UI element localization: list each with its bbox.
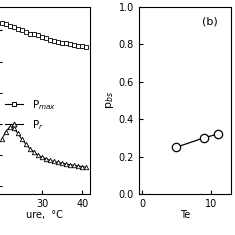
Y-axis label: p$_{bs}$: p$_{bs}$ (104, 91, 116, 110)
X-axis label: ure,  °C: ure, °C (26, 210, 63, 220)
X-axis label: Te: Te (180, 210, 190, 220)
Text: (b): (b) (202, 16, 218, 26)
Legend: P$_{max}$, P$_{r}$: P$_{max}$, P$_{r}$ (5, 98, 56, 132)
